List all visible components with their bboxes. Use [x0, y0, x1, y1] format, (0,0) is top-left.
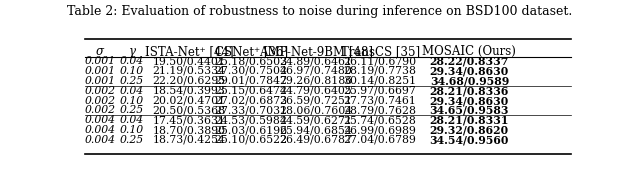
Text: 27.02/0.6873: 27.02/0.6873 [214, 96, 288, 106]
Text: 26.97/0.7480: 26.97/0.7480 [279, 66, 352, 76]
Text: 0.002: 0.002 [84, 105, 115, 115]
Text: 29.34/0.8630: 29.34/0.8630 [429, 65, 509, 76]
Text: 28.79/0.7628: 28.79/0.7628 [344, 105, 417, 115]
Text: 27.33/0.7031: 27.33/0.7031 [214, 105, 288, 115]
Text: 0.04: 0.04 [120, 56, 144, 66]
Text: 28.21/0.8336: 28.21/0.8336 [429, 85, 509, 96]
Text: 34.65/0.9583: 34.65/0.9583 [429, 105, 509, 116]
Text: 26.99/0.6989: 26.99/0.6989 [344, 125, 417, 135]
Text: ISTA-Net⁺ [44]: ISTA-Net⁺ [44] [145, 45, 234, 58]
Text: γ: γ [129, 45, 136, 58]
Text: 29.32/0.8620: 29.32/0.8620 [430, 125, 509, 135]
Text: 24.53/0.5984: 24.53/0.5984 [215, 115, 287, 125]
Text: 24.79/0.6405: 24.79/0.6405 [279, 86, 352, 96]
Text: 25.94/0.6854: 25.94/0.6854 [279, 125, 352, 135]
Text: 0.04: 0.04 [120, 115, 144, 125]
Text: σ: σ [96, 45, 104, 58]
Text: 29.26/0.8186: 29.26/0.8186 [279, 76, 352, 86]
Text: 0.001: 0.001 [84, 76, 115, 86]
Text: 29.34/0.8630: 29.34/0.8630 [429, 95, 509, 106]
Text: 30.14/0.8251: 30.14/0.8251 [344, 76, 417, 86]
Text: 21.19/0.5334: 21.19/0.5334 [152, 66, 226, 76]
Text: CSNet⁺ [36]: CSNet⁺ [36] [214, 45, 288, 58]
Text: 0.002: 0.002 [84, 96, 115, 106]
Text: 20.02/0.4701: 20.02/0.4701 [152, 96, 226, 106]
Text: 26.11/0.6790: 26.11/0.6790 [344, 56, 417, 66]
Text: 28.22/0.8337: 28.22/0.8337 [429, 56, 509, 67]
Text: TransCS [35]: TransCS [35] [340, 45, 420, 58]
Text: 24.59/0.6271: 24.59/0.6271 [279, 115, 352, 125]
Text: 19.50/0.4401: 19.50/0.4401 [153, 56, 225, 66]
Text: 18.54/0.3993: 18.54/0.3993 [153, 86, 225, 96]
Text: 0.004: 0.004 [84, 135, 115, 145]
Text: 0.004: 0.004 [84, 125, 115, 135]
Text: 22.20/0.6295: 22.20/0.6295 [152, 76, 226, 86]
Text: 34.54/0.9560: 34.54/0.9560 [429, 134, 509, 145]
Text: 0.10: 0.10 [120, 66, 144, 76]
Text: AMP-Net-9BM [48]: AMP-Net-9BM [48] [259, 45, 372, 58]
Text: 0.04: 0.04 [120, 86, 144, 96]
Text: 25.97/0.6697: 25.97/0.6697 [344, 86, 417, 96]
Text: 0.25: 0.25 [120, 76, 144, 86]
Text: 27.04/0.6789: 27.04/0.6789 [344, 135, 417, 145]
Text: 26.49/0.6787: 26.49/0.6787 [279, 135, 352, 145]
Text: 18.70/0.3890: 18.70/0.3890 [152, 125, 226, 135]
Text: 0.10: 0.10 [120, 96, 144, 106]
Text: 18.73/0.4254: 18.73/0.4254 [153, 135, 225, 145]
Text: 25.03/0.6196: 25.03/0.6196 [214, 125, 288, 135]
Text: 0.25: 0.25 [120, 105, 144, 115]
Text: 0.001: 0.001 [84, 56, 115, 66]
Text: 0.004: 0.004 [84, 115, 115, 125]
Text: 25.10/0.6522: 25.10/0.6522 [214, 135, 288, 145]
Text: 28.19/0.7738: 28.19/0.7738 [344, 66, 417, 76]
Text: 24.89/0.6461: 24.89/0.6461 [279, 56, 352, 66]
Text: 25.15/0.6474: 25.15/0.6474 [215, 86, 287, 96]
Text: 34.68/0.9589: 34.68/0.9589 [429, 75, 509, 86]
Text: 0.002: 0.002 [84, 86, 115, 96]
Text: 26.59/0.7251: 26.59/0.7251 [279, 96, 352, 106]
Text: MOSAIC (Ours): MOSAIC (Ours) [422, 45, 516, 58]
Text: 27.30/0.7504: 27.30/0.7504 [214, 66, 287, 76]
Text: 0.10: 0.10 [120, 125, 144, 135]
Text: 27.73/0.7461: 27.73/0.7461 [344, 96, 417, 106]
Text: 28.21/0.8331: 28.21/0.8331 [429, 115, 509, 126]
Text: 28.06/0.7604: 28.06/0.7604 [279, 105, 352, 115]
Text: 20.50/0.5368: 20.50/0.5368 [152, 105, 226, 115]
Text: 25.74/0.6528: 25.74/0.6528 [344, 115, 417, 125]
Text: 17.45/0.3631: 17.45/0.3631 [152, 115, 226, 125]
Text: 0.25: 0.25 [120, 135, 144, 145]
Text: 25.18/0.6503: 25.18/0.6503 [214, 56, 288, 66]
Text: 29.01/0.7847: 29.01/0.7847 [214, 76, 287, 86]
Text: Table 2: Evaluation of robustness to noise during inference on BSD100 dataset.: Table 2: Evaluation of robustness to noi… [67, 5, 573, 18]
Text: 0.001: 0.001 [84, 66, 115, 76]
